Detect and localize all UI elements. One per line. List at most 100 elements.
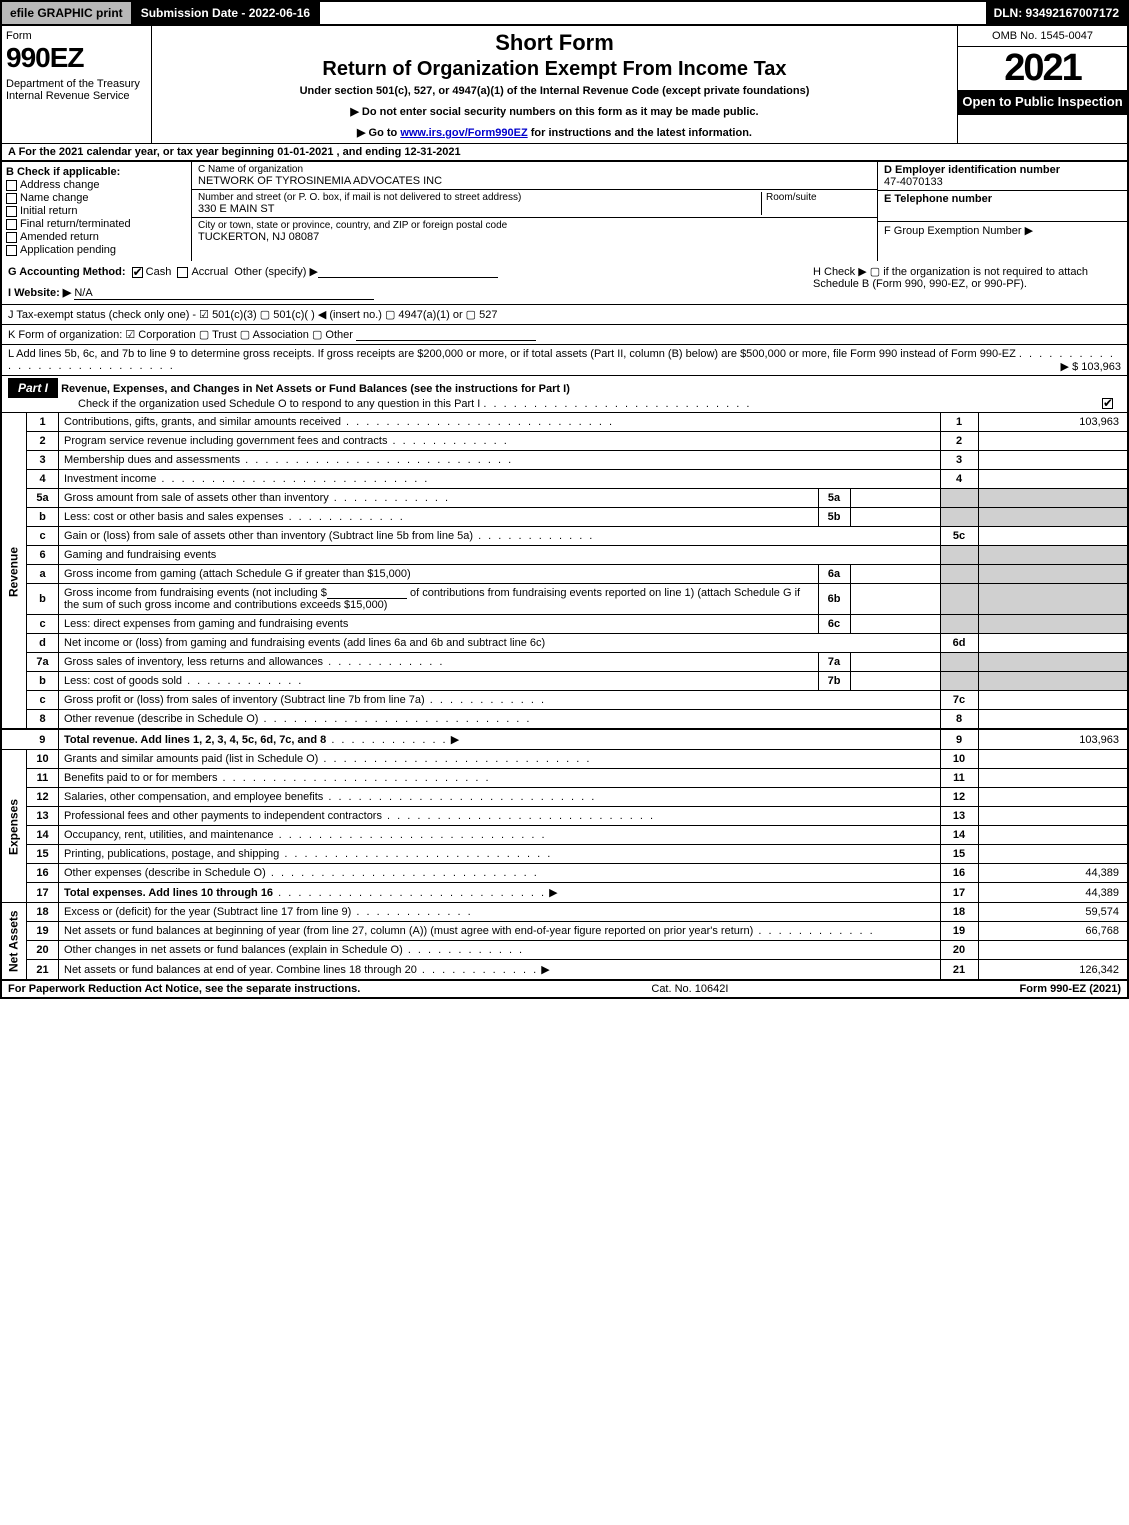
omb-number: OMB No. 1545-0047 [958,26,1127,47]
open-to-public: Open to Public Inspection [958,90,1127,115]
row-k: K Form of organization: ☑ Corporation ▢ … [0,325,1129,345]
line-7b: b Less: cost of goods sold 7b [1,672,1128,691]
form-title-main: Return of Organization Exempt From Incom… [160,58,949,81]
org-name-label: C Name of organization [198,164,871,175]
website-value: N/A [74,287,92,299]
line-7c: c Gross profit or (loss) from sales of i… [1,691,1128,710]
line-5b: b Less: cost or other basis and sales ex… [1,508,1128,527]
city-label: City or town, state or province, country… [198,220,871,231]
side-netassets: Net Assets [1,903,27,980]
footer-cat-no: Cat. No. 10642I [360,983,1019,995]
check-amended-return[interactable]: Amended return [6,231,187,243]
footer: For Paperwork Reduction Act Notice, see … [0,980,1129,999]
lines-table: Revenue 1 Contributions, gifts, grants, … [0,413,1129,980]
row-j: J Tax-exempt status (check only one) - ☑… [0,305,1129,325]
line-6a: a Gross income from gaming (attach Sched… [1,565,1128,584]
line-1: Revenue 1 Contributions, gifts, grants, … [1,413,1128,432]
line-10: Expenses 10 Grants and similar amounts p… [1,750,1128,769]
check-application-pending[interactable]: Application pending [6,244,187,256]
value-1: 103,963 [978,413,1128,432]
line-11: 11 Benefits paid to or for members 11 [1,769,1128,788]
form-label: Form [6,30,147,42]
note2-pre: ▶ Go to [357,127,400,139]
header-left: Form 990EZ Department of the Treasury In… [2,26,152,143]
line-2: 2 Program service revenue including gove… [1,432,1128,451]
part-1-checkbox[interactable] [1102,398,1113,409]
line-17: 17 Total expenses. Add lines 10 through … [1,883,1128,903]
check-name-change[interactable]: Name change [6,192,187,204]
form-of-organization: K Form of organization: ☑ Corporation ▢ … [8,329,353,341]
part-1-check-text: Check if the organization used Schedule … [78,398,480,410]
ein-label: D Employer identification number [884,164,1060,176]
irs-link[interactable]: www.irs.gov/Form990EZ [400,127,527,139]
form-number: 990EZ [6,42,147,74]
value-19: 66,768 [978,922,1128,941]
group-exemption-label: F Group Exemption Number ▶ [884,225,1033,237]
line-18: Net Assets 18 Excess or (deficit) for th… [1,903,1128,922]
street-value: 330 E MAIN ST [198,203,761,215]
row-l-text: L Add lines 5b, 6c, and 7b to line 9 to … [8,348,1016,360]
check-address-change[interactable]: Address change [6,179,187,191]
row-g-h: G Accounting Method: Cash Accrual Other … [0,261,1129,305]
topbar-spacer [320,2,985,24]
other-specify: Other (specify) ▶ [234,266,318,278]
line-13: 13 Professional fees and other payments … [1,807,1128,826]
side-expenses: Expenses [1,750,27,903]
line-6d: d Net income or (loss) from gaming and f… [1,634,1128,653]
org-name: NETWORK OF TYROSINEMIA ADVOCATES INC [198,175,871,187]
ein-value: 47-4070133 [884,176,943,188]
check-final-return[interactable]: Final return/terminated [6,218,187,230]
note2-post: for instructions and the latest informat… [531,127,752,139]
line-19: 19 Net assets or fund balances at beginn… [1,922,1128,941]
line-16: 16 Other expenses (describe in Schedule … [1,864,1128,883]
efile-print-button[interactable]: efile GRAPHIC print [2,2,133,24]
line-7a: 7a Gross sales of inventory, less return… [1,653,1128,672]
header-right: OMB No. 1545-0047 2021 Open to Public In… [957,26,1127,143]
website-label: I Website: ▶ [8,287,71,299]
line-12: 12 Salaries, other compensation, and emp… [1,788,1128,807]
line-20: 20 Other changes in net assets or fund b… [1,941,1128,960]
section-h: H Check ▶ ▢ if the organization is not r… [807,261,1127,304]
value-17: 44,389 [978,883,1128,903]
section-b: B Check if applicable: Address change Na… [2,162,192,261]
line-3: 3 Membership dues and assessments 3 [1,451,1128,470]
form-subtitle: Under section 501(c), 527, or 4947(a)(1)… [160,85,949,97]
section-d: D Employer identification number 47-4070… [877,162,1127,261]
instructions-link-row: ▶ Go to www.irs.gov/Form990EZ for instru… [160,126,949,139]
line-8: 8 Other revenue (describe in Schedule O)… [1,710,1128,730]
other-specify-field[interactable] [318,266,498,278]
phone-label: E Telephone number [884,193,992,205]
accounting-method-label: G Accounting Method: [8,266,126,278]
header-center: Short Form Return of Organization Exempt… [152,26,957,143]
part-1-header: Part I Revenue, Expenses, and Changes in… [0,376,1129,413]
form-header: Form 990EZ Department of the Treasury In… [0,26,1129,143]
street-label: Number and street (or P. O. box, if mail… [198,192,761,203]
form-title-short: Short Form [160,30,949,56]
department-label: Department of the Treasury Internal Reve… [6,78,147,102]
dln-label: DLN: 93492167007172 [986,2,1127,24]
line-5c: c Gain or (loss) from sale of assets oth… [1,527,1128,546]
check-accrual[interactable] [177,267,188,278]
line-6b: b Gross income from fundraising events (… [1,584,1128,615]
section-c: C Name of organization NETWORK OF TYROSI… [192,162,877,261]
submission-date-button[interactable]: Submission Date - 2022-06-16 [133,2,320,24]
line-9: 9 Total revenue. Add lines 1, 2, 3, 4, 5… [1,729,1128,750]
room-suite-label: Room/suite [766,192,871,203]
value-16: 44,389 [978,864,1128,883]
line-5a: 5a Gross amount from sale of assets othe… [1,489,1128,508]
value-21: 126,342 [978,960,1128,980]
other-org-field[interactable] [356,329,536,341]
line-4: 4 Investment income 4 [1,470,1128,489]
check-initial-return[interactable]: Initial return [6,205,187,217]
row-l-amount: ▶ $ 103,963 [1061,360,1121,373]
part-1-title: Revenue, Expenses, and Changes in Net As… [61,383,570,395]
section-a: A For the 2021 calendar year, or tax yea… [0,143,1129,162]
part-1-tag: Part I [8,378,58,398]
line-6c: c Less: direct expenses from gaming and … [1,615,1128,634]
check-cash[interactable] [132,267,143,278]
row-l: L Add lines 5b, 6c, and 7b to line 9 to … [0,345,1129,376]
top-bar: efile GRAPHIC print Submission Date - 20… [0,0,1129,26]
footer-left: For Paperwork Reduction Act Notice, see … [8,983,360,995]
value-18: 59,574 [978,903,1128,922]
value-9: 103,963 [978,729,1128,750]
